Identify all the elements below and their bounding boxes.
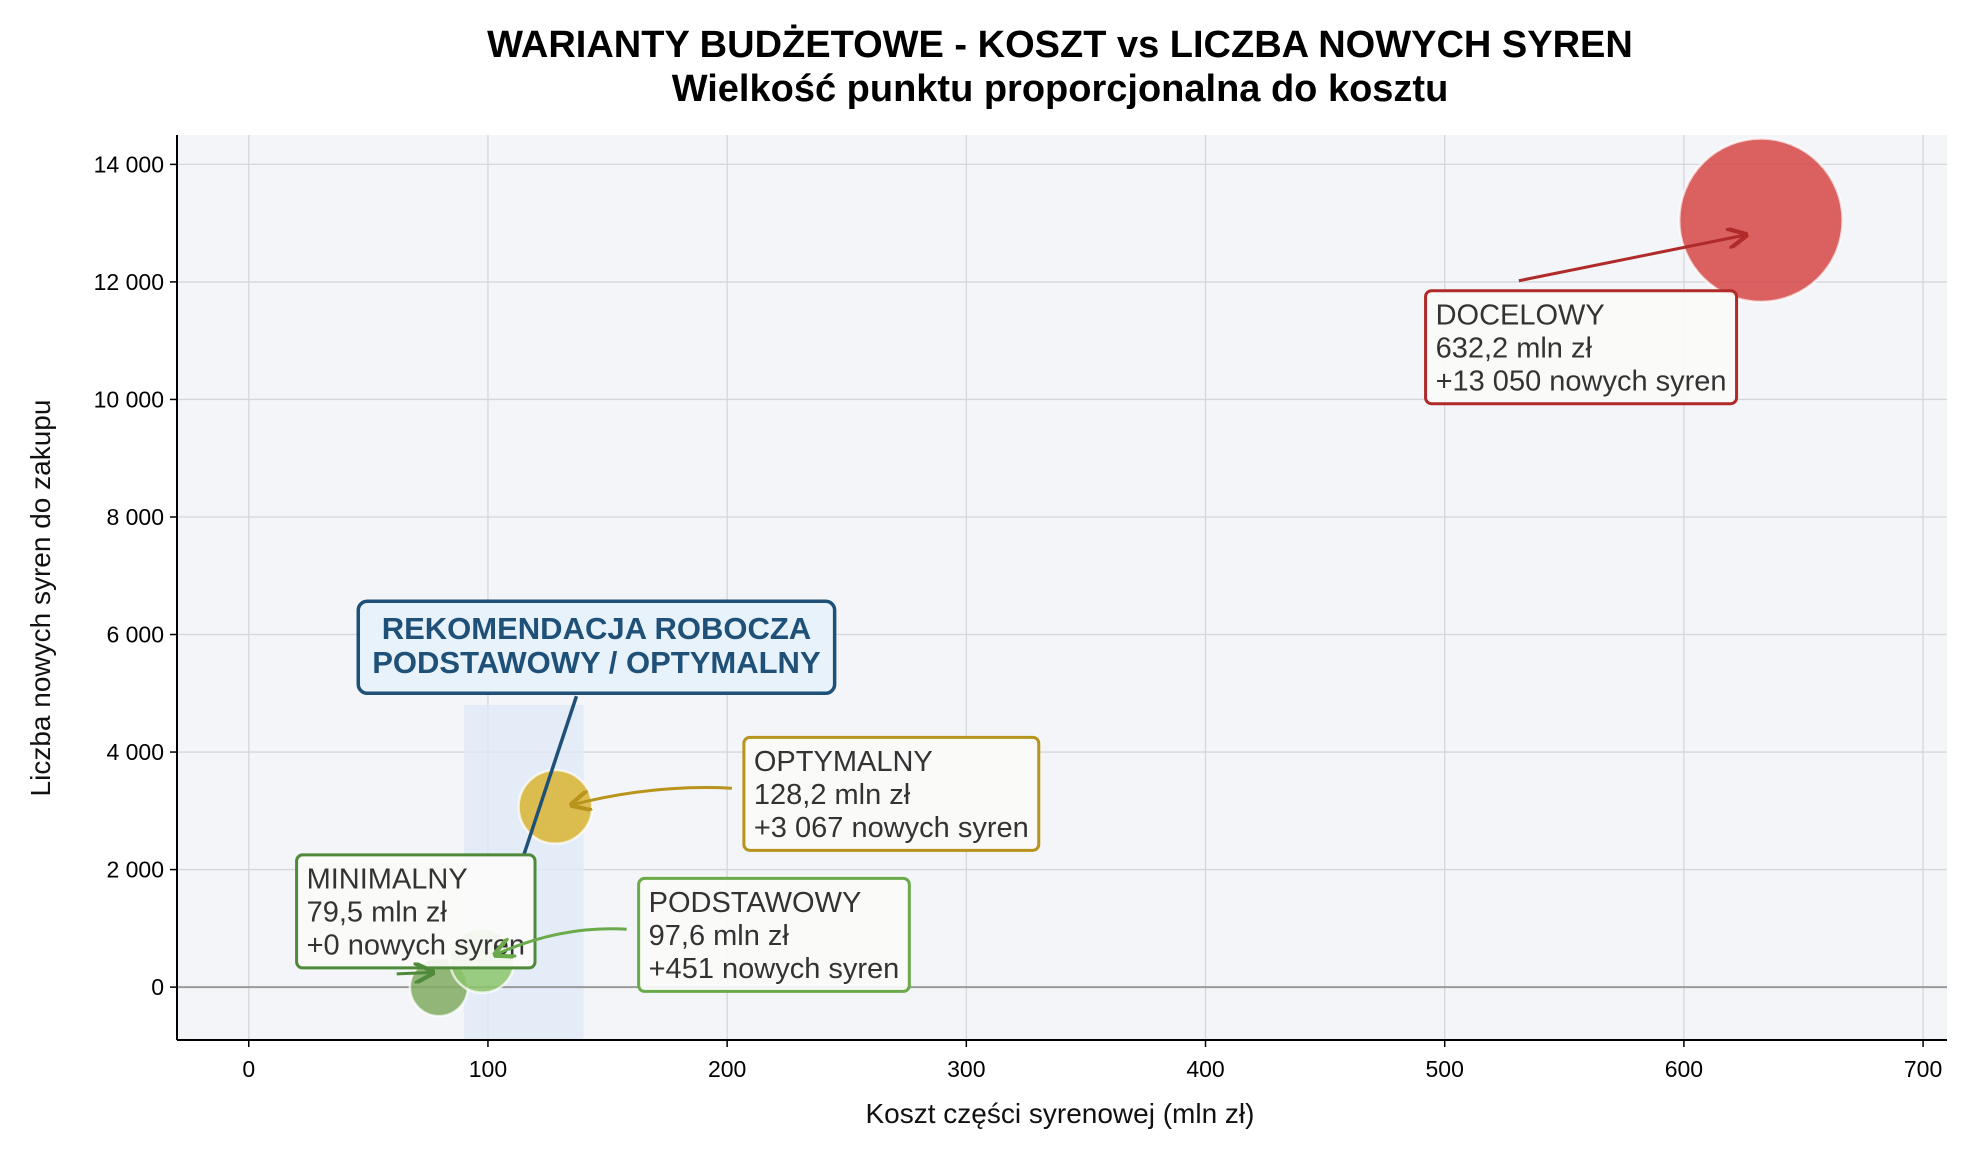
- annotation-text: +451 nowych syren: [649, 953, 900, 985]
- y-tick-label: 2 000: [106, 857, 164, 883]
- recommendation-connector: [522, 695, 579, 856]
- recommendation-box: [356, 599, 837, 695]
- y-tick-label: 8 000: [106, 504, 164, 530]
- recommendation-text: REKOMENDACJA ROBOCZA: [382, 611, 811, 646]
- recommendation-text: PODSTAWOWY / OPTYMALNY: [372, 645, 821, 680]
- x-tick-label: 300: [947, 1056, 985, 1082]
- chart-subtitle: Wielkość punktu proporcjonalna do kosztu: [672, 68, 1449, 110]
- x-axis-label: Koszt części syrenowej (mln zł): [866, 1098, 1255, 1129]
- annotation-text: PODSTAWOWY: [649, 887, 862, 919]
- bubble-docelowy: [1677, 137, 1844, 304]
- annotation-text: +13 050 nowych syren: [1436, 365, 1727, 397]
- y-tick-label: 4 000: [106, 739, 164, 765]
- annotation-box: [742, 735, 1041, 852]
- y-axis-label: Liczba nowych syren do zakupu: [25, 400, 56, 797]
- annotation-text: 79,5 mln zł: [307, 897, 448, 929]
- annotation-text: MINIMALNY: [307, 864, 468, 896]
- x-tick-label: 600: [1665, 1056, 1703, 1082]
- x-tick-label: 100: [469, 1056, 507, 1082]
- annotation-text: 128,2 mln zł: [754, 779, 911, 811]
- annotation-text: +0 nowych syren: [307, 930, 525, 962]
- y-tick-label: 0: [151, 974, 164, 1000]
- y-tick-label: 10 000: [94, 386, 164, 412]
- y-tick-label: 6 000: [106, 622, 164, 648]
- x-tick-label: 400: [1186, 1056, 1224, 1082]
- annotation-arrow: [396, 972, 433, 973]
- annotation-box: [1424, 289, 1739, 406]
- x-tick-label: 500: [1426, 1056, 1464, 1082]
- y-tick-label: 12 000: [94, 269, 164, 295]
- annotation-text: +3 067 nowych syren: [754, 812, 1029, 844]
- annotation-arrow: [495, 927, 627, 955]
- x-tick-label: 200: [708, 1056, 746, 1082]
- chart-title: WARIANTY BUDŻETOWE - KOSZT vs LICZBA NOW…: [487, 24, 1633, 66]
- annotation-box: [637, 876, 911, 993]
- annotation-text: 632,2 mln zł: [1436, 332, 1593, 364]
- x-tick-label: 0: [242, 1056, 255, 1082]
- annotation-arrow: [1518, 235, 1746, 283]
- annotation-arrow: [572, 786, 732, 805]
- x-tick-label: 700: [1904, 1056, 1942, 1082]
- y-tick-label: 14 000: [94, 151, 164, 177]
- annotation-text: DOCELOWY: [1436, 299, 1605, 331]
- annotation-text: OPTYMALNY: [754, 746, 933, 778]
- annotation-text: 97,6 mln zł: [649, 920, 790, 952]
